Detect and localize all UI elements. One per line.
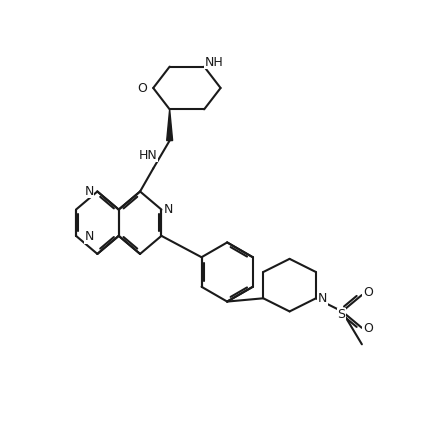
Polygon shape: [167, 109, 173, 140]
Text: S: S: [338, 308, 346, 321]
Text: NH: NH: [205, 56, 223, 69]
Text: N: N: [84, 230, 94, 244]
Text: N: N: [318, 292, 327, 306]
Text: N: N: [84, 184, 94, 198]
Text: HN: HN: [139, 149, 158, 162]
Text: O: O: [363, 286, 373, 299]
Text: O: O: [137, 82, 147, 95]
Text: N: N: [163, 203, 173, 216]
Text: O: O: [363, 322, 373, 335]
